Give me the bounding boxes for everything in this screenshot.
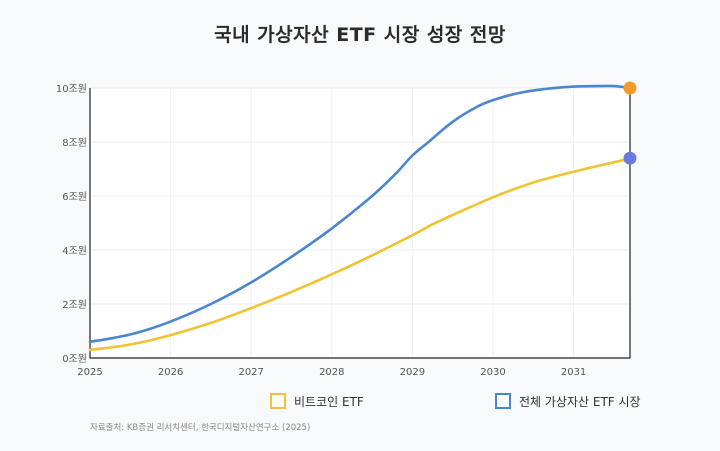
x-tick-label: 2027 xyxy=(238,367,263,378)
chart-title: 국내 가상자산 ETF 시장 성장 전망 xyxy=(214,24,506,46)
x-tick-label: 2030 xyxy=(480,367,505,378)
legend-swatch-total xyxy=(495,393,511,409)
x-tick-label: 2031 xyxy=(561,367,586,378)
series-line-bitcoin xyxy=(88,156,632,352)
end-marker-bitcoin xyxy=(623,151,637,165)
x-tick-label: 2026 xyxy=(158,367,183,378)
y-tick-label: 8조원 xyxy=(62,137,87,149)
end-markers xyxy=(623,81,637,165)
legend-item-total[interactable]: 전체 가상자산 ETF 시장 xyxy=(495,391,641,411)
series-line-total xyxy=(88,84,632,344)
axes: 0조원 2조원 4조원 6조원 8조원 10조원 2025 2026 2027 2028 2029 2… xyxy=(56,83,631,378)
legend-label-total: 전체 가상자산 ETF 시장 xyxy=(519,394,641,409)
legend-item-bitcoin[interactable]: 비트코인 ETF xyxy=(270,391,364,411)
x-tick-label: 2028 xyxy=(319,367,344,378)
y-tick-label: 6조원 xyxy=(62,191,87,203)
source-note: 자료출처: KB증권 리서치센터, 한국디지털자산연구소 (2025) xyxy=(90,423,311,433)
x-tick-label: 2025 xyxy=(77,367,102,378)
end-marker-total xyxy=(623,81,637,95)
y-tick-label: 10조원 xyxy=(56,83,87,95)
y-tick-label: 0조원 xyxy=(62,353,87,365)
series-group xyxy=(88,84,632,352)
x-tick-label: 2029 xyxy=(400,367,425,378)
y-tick-label: 4조원 xyxy=(62,245,87,257)
plot-area xyxy=(90,88,630,358)
y-tick-label: 2조원 xyxy=(62,299,87,311)
legend-label-bitcoin: 비트코인 ETF xyxy=(294,394,364,409)
legend-swatch-bitcoin xyxy=(270,393,286,409)
